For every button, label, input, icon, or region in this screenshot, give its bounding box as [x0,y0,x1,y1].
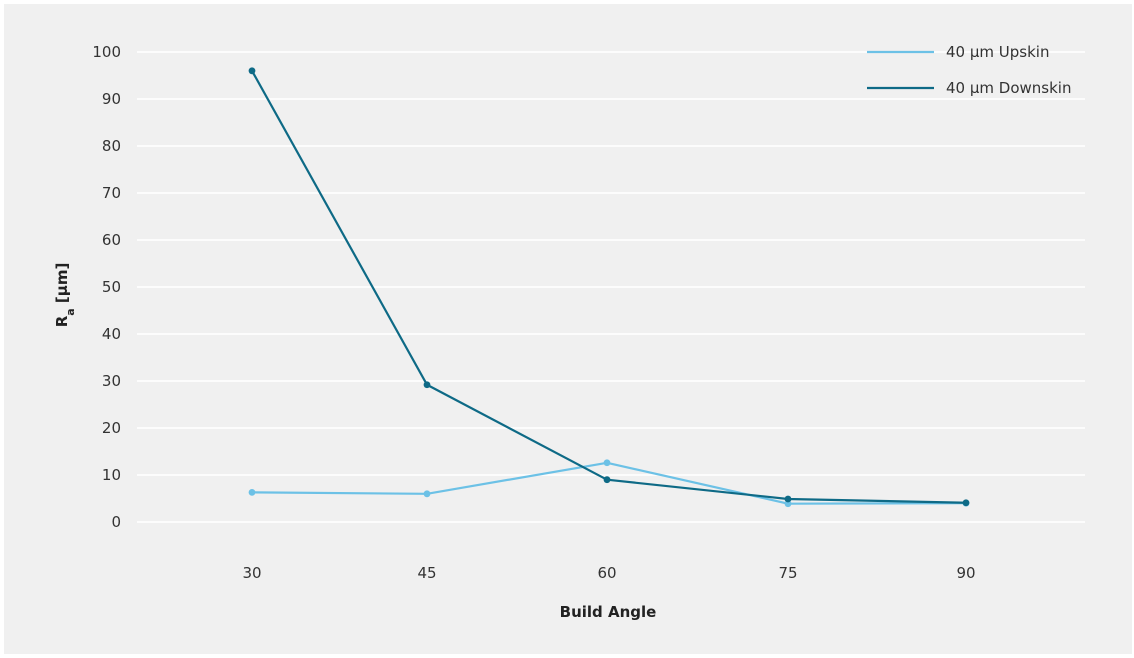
y-tick-label-30: 30 [102,372,121,390]
series-2-point-75 [784,495,792,503]
y-tick-label-0: 0 [111,513,121,531]
series-2-point-45 [423,381,431,389]
x-axis-title: Build Angle [560,603,657,621]
y-tick-label-50: 50 [102,278,121,296]
x-tick-label-90: 90 [956,564,975,582]
legend-label-1: 40 µm Upskin [946,43,1049,61]
series-1-point-30 [248,488,256,496]
y-tick-label-70: 70 [102,184,121,202]
x-tick-label-75: 75 [778,564,797,582]
x-tick-labels: 30 45 60 75 90 [242,564,975,582]
y-tick-label-60: 60 [102,231,121,249]
y-tick-label-90: 90 [102,90,121,108]
chart-panel [4,4,1132,654]
legend-label-2: 40 µm Downskin [946,79,1071,97]
y-tick-label-100: 100 [92,43,121,61]
y-tick-label-20: 20 [102,419,121,437]
gridlines [137,51,1085,523]
series-2-point-90 [962,499,970,507]
legend: 40 µm Upskin 40 µm Downskin [867,43,1071,97]
y-axis-title: Ra [µm] [53,263,77,328]
series-layer [248,67,970,508]
series-1-point-75 [784,500,792,508]
x-tick-label-45: 45 [417,564,436,582]
series-2-point-60 [603,476,611,484]
y-tick-label-10: 10 [102,466,121,484]
x-tick-label-60: 60 [597,564,616,582]
x-tick-label-30: 30 [242,564,261,582]
series-2-point-30 [248,67,256,75]
series-1-point-45 [423,490,431,498]
y-tick-labels: 0 10 20 30 40 50 60 70 80 90 100 [92,43,121,531]
series-1-point-60 [603,459,611,467]
y-tick-label-40: 40 [102,325,121,343]
series-line-1 [251,461,967,505]
y-tick-label-80: 80 [102,137,121,155]
